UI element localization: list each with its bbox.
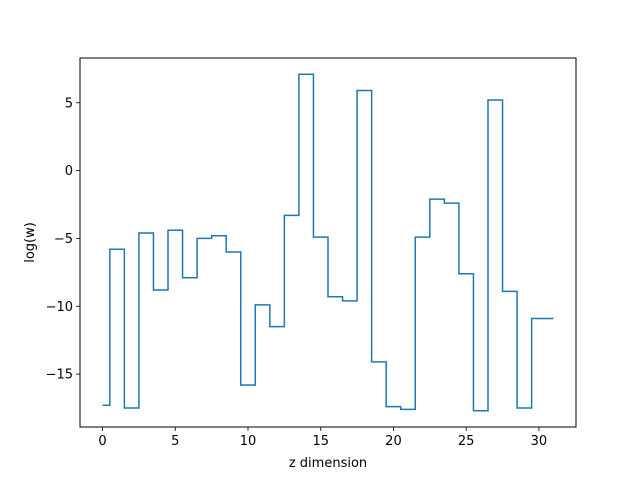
x-tick-label: 30 bbox=[531, 434, 548, 449]
x-tick-label: 10 bbox=[240, 434, 257, 449]
plot-area bbox=[102, 73, 554, 412]
x-tick-label: 20 bbox=[385, 434, 402, 449]
axes-frame bbox=[79, 57, 577, 428]
y-tick-label: −10 bbox=[46, 300, 73, 315]
y-tick-label: 5 bbox=[65, 96, 73, 111]
y-tick-label: −5 bbox=[54, 232, 73, 247]
x-axis: 0 5 10 15 20 25 30 bbox=[98, 427, 547, 449]
y-axis: −15 −10 −5 0 5 bbox=[46, 96, 80, 383]
series-line-0 bbox=[102, 73, 554, 412]
x-tick-label: 5 bbox=[171, 434, 179, 449]
x-tick-label: 15 bbox=[312, 434, 329, 449]
y-tick-label: −15 bbox=[46, 368, 73, 383]
y-axis-label: log(w) bbox=[23, 222, 38, 263]
x-tick-label: 25 bbox=[458, 434, 475, 449]
x-axis-label: z dimension bbox=[289, 456, 367, 471]
y-tick-label: 0 bbox=[65, 164, 73, 179]
x-tick-label: 0 bbox=[98, 434, 106, 449]
